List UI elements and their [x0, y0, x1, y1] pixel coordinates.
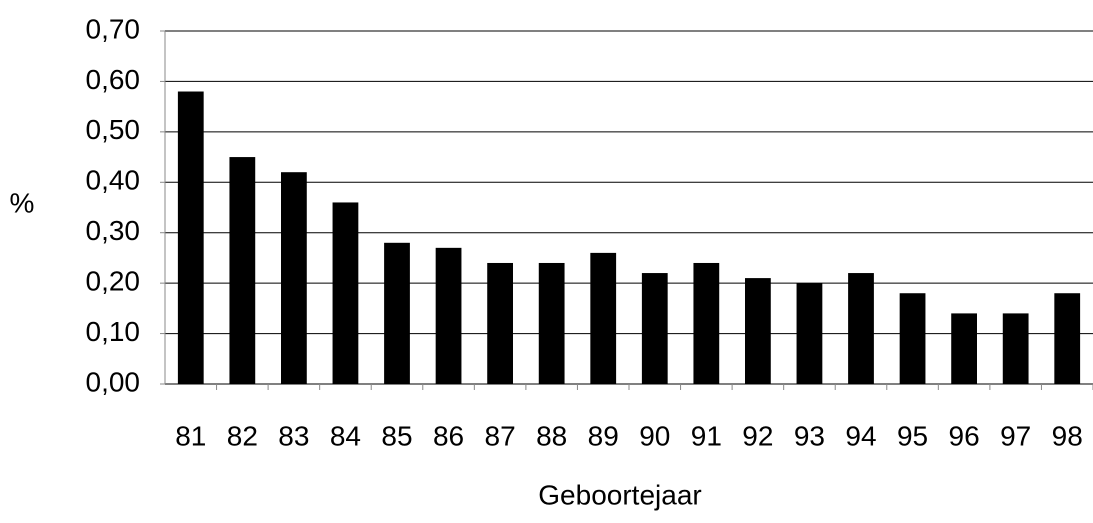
x-axis-label: Geboortejaar: [538, 479, 701, 510]
bar: [281, 172, 307, 384]
x-tick-label: 98: [1052, 420, 1083, 451]
x-tick-label: 90: [639, 420, 670, 451]
x-tick-label: 95: [897, 420, 928, 451]
x-tick-label: 87: [485, 420, 516, 451]
x-tick-label: 91: [691, 420, 722, 451]
bar: [848, 273, 874, 384]
bar: [590, 252, 617, 384]
x-tick-label: 82: [227, 420, 258, 451]
x-tick-label: 81: [175, 420, 206, 451]
x-tick-label: 88: [536, 420, 567, 451]
x-tick-label: 86: [433, 420, 464, 451]
x-tick-label: 93: [794, 420, 825, 451]
x-tick-label: 83: [278, 420, 309, 451]
bar: [435, 247, 462, 384]
y-tick-label: 0,20: [86, 266, 141, 297]
x-tick-label: 89: [588, 420, 619, 451]
bar: [487, 262, 513, 384]
x-tick-label: 85: [381, 420, 412, 451]
bar: [796, 283, 823, 384]
bar: [899, 293, 926, 384]
bar: [1054, 293, 1081, 384]
bar: [332, 202, 359, 384]
x-tick-label: 84: [330, 420, 361, 451]
y-tick-label: 0,30: [86, 215, 141, 246]
y-tick-label: 0,10: [86, 316, 141, 347]
bar: [1002, 313, 1029, 384]
y-tick-label: 0,70: [86, 13, 141, 44]
x-tick-label: 92: [742, 420, 773, 451]
x-tick-label: 97: [1000, 420, 1031, 451]
y-axis-label: %: [10, 187, 35, 218]
bar: [951, 313, 977, 384]
bar: [641, 273, 668, 384]
bar: [229, 157, 256, 384]
y-tick-label: 0,40: [86, 165, 141, 196]
bar: [384, 242, 410, 384]
y-tick-label: 0,00: [86, 366, 141, 397]
x-tick-label: 94: [845, 420, 876, 451]
y-tick-label: 0,60: [86, 64, 141, 95]
bar: [538, 262, 565, 384]
y-tick-label: 0,50: [86, 114, 141, 145]
bar: [177, 91, 204, 384]
bar: [693, 262, 720, 384]
bar: [745, 278, 771, 384]
x-tick-label: 96: [949, 420, 980, 451]
